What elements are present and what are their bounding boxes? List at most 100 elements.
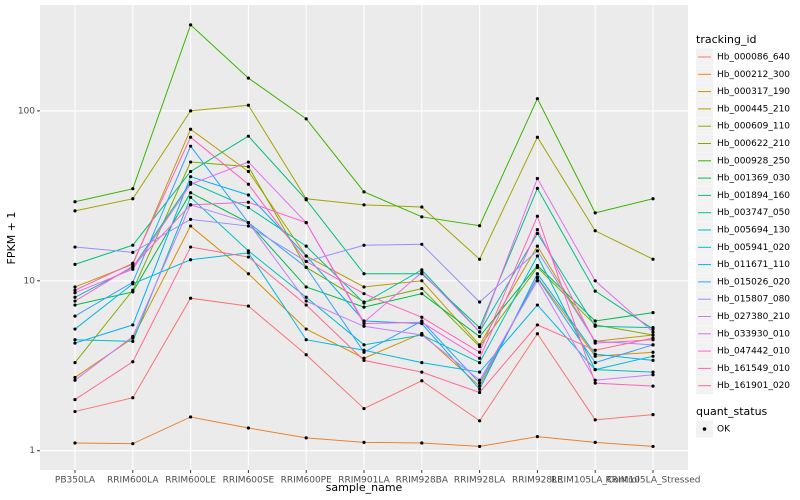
data-point bbox=[535, 249, 540, 253]
data-point bbox=[420, 333, 424, 337]
data-point bbox=[535, 186, 540, 190]
data-point bbox=[362, 190, 366, 194]
data-point bbox=[131, 267, 135, 271]
data-point bbox=[420, 292, 424, 296]
data-point bbox=[189, 127, 193, 131]
data-point bbox=[304, 117, 308, 121]
x-tick-label: RRIM600SE bbox=[223, 476, 275, 486]
data-point bbox=[189, 109, 193, 113]
data-point bbox=[304, 198, 308, 202]
data-point bbox=[131, 396, 135, 400]
data-point bbox=[73, 200, 77, 204]
data-point bbox=[651, 336, 655, 340]
data-point bbox=[189, 296, 193, 300]
data-point bbox=[73, 361, 77, 365]
data-point bbox=[478, 444, 482, 449]
data-point bbox=[478, 330, 482, 334]
legend-label: Hb_015807_080 bbox=[717, 295, 790, 305]
data-point bbox=[362, 321, 366, 326]
data-point bbox=[478, 257, 482, 261]
data-point bbox=[593, 341, 597, 345]
data-point bbox=[535, 303, 540, 307]
data-point bbox=[478, 378, 482, 382]
data-point bbox=[73, 397, 77, 402]
data-point bbox=[304, 265, 308, 269]
data-point bbox=[478, 361, 482, 365]
data-point bbox=[593, 211, 597, 215]
data-point bbox=[651, 197, 655, 201]
data-point bbox=[246, 193, 250, 197]
legend-title: quant_status bbox=[696, 405, 768, 418]
data-point bbox=[304, 285, 308, 289]
data-point bbox=[304, 327, 308, 331]
data-point bbox=[651, 330, 655, 334]
data-point bbox=[189, 258, 193, 262]
data-point bbox=[478, 224, 482, 228]
data-point bbox=[246, 165, 250, 169]
data-point bbox=[189, 144, 193, 148]
legend-label: Hb_000317_190 bbox=[717, 87, 790, 97]
data-point bbox=[651, 444, 655, 449]
data-point bbox=[73, 441, 77, 445]
data-point bbox=[535, 228, 540, 232]
data-point bbox=[73, 338, 77, 342]
data-point bbox=[304, 299, 308, 303]
legend-label: Hb_005941_020 bbox=[717, 243, 790, 253]
data-point bbox=[420, 379, 424, 383]
data-point bbox=[362, 324, 366, 328]
data-point bbox=[651, 373, 655, 377]
data-point bbox=[189, 415, 193, 419]
data-point bbox=[535, 435, 540, 439]
data-point bbox=[651, 358, 655, 363]
x-tick-label: RRIM105LA_Control bbox=[551, 476, 640, 486]
data-point bbox=[593, 324, 597, 328]
data-point bbox=[651, 343, 655, 347]
data-point bbox=[362, 285, 366, 289]
data-point bbox=[304, 353, 308, 357]
data-point bbox=[189, 175, 193, 179]
legend-label: Hb_000609_110 bbox=[717, 122, 790, 132]
legend-label: Hb_000086_640 bbox=[717, 53, 790, 63]
data-point bbox=[651, 333, 655, 337]
data-point bbox=[535, 272, 540, 276]
data-point bbox=[478, 381, 482, 385]
data-point bbox=[73, 245, 77, 249]
data-point bbox=[478, 384, 482, 388]
data-point bbox=[246, 251, 250, 255]
data-point bbox=[651, 326, 655, 330]
y-axis-title: FPKM + 1 bbox=[5, 212, 18, 265]
legend-label: Hb_003747_050 bbox=[717, 208, 790, 218]
x-tick-label: RRIM928LE bbox=[512, 476, 563, 486]
data-point bbox=[478, 419, 482, 423]
data-point bbox=[73, 378, 77, 382]
data-point bbox=[478, 356, 482, 360]
data-point bbox=[362, 292, 366, 296]
data-point bbox=[189, 195, 193, 199]
legend-label: Hb_000622_210 bbox=[717, 139, 790, 149]
data-point bbox=[73, 314, 77, 318]
x-tick-label: RRIM600LE bbox=[165, 476, 216, 486]
data-point bbox=[131, 280, 135, 284]
legend-label: Hb_033930_010 bbox=[717, 329, 790, 339]
data-point bbox=[189, 160, 193, 164]
data-point bbox=[189, 224, 193, 228]
data-point bbox=[651, 310, 655, 315]
data-point bbox=[246, 205, 250, 210]
data-point bbox=[362, 440, 366, 444]
data-point bbox=[131, 264, 135, 268]
data-point bbox=[478, 350, 482, 354]
data-point bbox=[131, 334, 135, 339]
data-point bbox=[593, 381, 597, 385]
data-point bbox=[593, 352, 597, 356]
data-point bbox=[362, 301, 366, 305]
data-point bbox=[593, 289, 597, 293]
data-point bbox=[73, 291, 77, 295]
data-point bbox=[593, 279, 597, 283]
data-point bbox=[593, 368, 597, 372]
data-point bbox=[246, 182, 250, 186]
legend-label: Hb_011671_110 bbox=[717, 260, 790, 270]
data-point bbox=[420, 215, 424, 219]
y-tick-label: 10 bbox=[24, 276, 36, 286]
x-tick-label: PB350LA bbox=[55, 476, 96, 486]
